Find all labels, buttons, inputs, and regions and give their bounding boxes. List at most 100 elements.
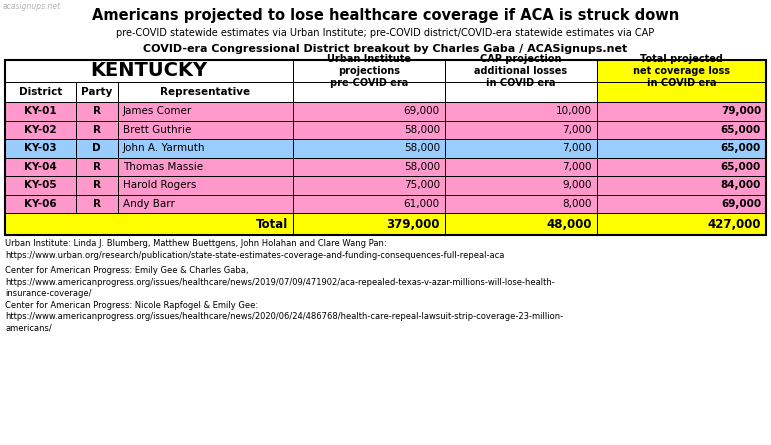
Text: 7,000: 7,000 — [563, 162, 592, 172]
Bar — [445, 176, 597, 194]
Text: Thomas Massie: Thomas Massie — [123, 162, 203, 172]
Text: R: R — [93, 199, 101, 209]
Text: Americans projected to lose healthcare coverage if ACA is struck down: Americans projected to lose healthcare c… — [92, 8, 679, 23]
Bar — [597, 102, 766, 121]
Text: Center for American Progress: Emily Gee & Charles Gaba,: Center for American Progress: Emily Gee … — [5, 266, 248, 275]
Bar — [597, 176, 766, 194]
Bar — [445, 213, 597, 235]
Bar — [118, 139, 293, 158]
Bar — [118, 176, 293, 194]
Bar — [597, 139, 766, 158]
Bar — [293, 82, 445, 102]
Text: 61,000: 61,000 — [404, 199, 440, 209]
Bar — [445, 139, 597, 158]
Text: 65,000: 65,000 — [721, 125, 761, 135]
Text: 58,000: 58,000 — [404, 162, 440, 172]
Text: KENTUCKY: KENTUCKY — [90, 61, 207, 81]
Bar — [76, 82, 118, 102]
Text: Brett Guthrie: Brett Guthrie — [123, 125, 191, 135]
Text: KY-01: KY-01 — [24, 106, 57, 116]
Bar — [5, 60, 766, 235]
Text: 65,000: 65,000 — [721, 162, 761, 172]
Bar — [293, 194, 445, 213]
Bar — [5, 139, 76, 158]
Bar — [445, 102, 597, 121]
Text: 58,000: 58,000 — [404, 143, 440, 153]
Bar — [597, 213, 766, 235]
Bar — [5, 176, 76, 194]
Text: R: R — [93, 125, 101, 135]
Text: Urban Institute
projections
pre-COVID era: Urban Institute projections pre-COVID er… — [327, 54, 411, 88]
Bar — [5, 121, 76, 139]
Bar — [597, 60, 766, 82]
Bar — [76, 158, 118, 176]
Bar — [5, 102, 76, 121]
Text: https://www.americanprogress.org/issues/healthcare/news/2019/07/09/471902/aca-re: https://www.americanprogress.org/issues/… — [5, 278, 555, 287]
Text: pre-COVID statewide estimates via Urban Institute; pre-COVID district/COVID-era : pre-COVID statewide estimates via Urban … — [116, 28, 655, 38]
Bar — [5, 82, 76, 102]
Bar — [5, 213, 293, 235]
Text: 7,000: 7,000 — [563, 143, 592, 153]
Text: 79,000: 79,000 — [721, 106, 761, 116]
Text: 8,000: 8,000 — [563, 199, 592, 209]
Text: https://www.urban.org/research/publication/state-state-estimates-coverage-and-fu: https://www.urban.org/research/publicati… — [5, 251, 504, 259]
Text: Total projected
net coverage loss
in COVID era: Total projected net coverage loss in COV… — [633, 54, 730, 88]
Bar — [5, 158, 76, 176]
Bar — [118, 82, 293, 102]
Bar — [597, 158, 766, 176]
Text: 9,000: 9,000 — [563, 180, 592, 190]
Bar — [445, 158, 597, 176]
Text: KY-05: KY-05 — [24, 180, 57, 190]
Bar — [597, 82, 766, 102]
Text: 69,000: 69,000 — [404, 106, 440, 116]
Bar — [76, 139, 118, 158]
Bar — [597, 121, 766, 139]
Text: Urban Institute: Linda J. Blumberg, Matthew Buettgens, John Holahan and Clare Wa: Urban Institute: Linda J. Blumberg, Matt… — [5, 239, 386, 248]
Text: KY-04: KY-04 — [24, 162, 57, 172]
Text: 84,000: 84,000 — [721, 180, 761, 190]
Bar — [445, 82, 597, 102]
Text: 65,000: 65,000 — [721, 143, 761, 153]
Text: Representative: Representative — [160, 87, 251, 97]
Text: John A. Yarmuth: John A. Yarmuth — [123, 143, 205, 153]
Bar — [293, 121, 445, 139]
Text: KY-02: KY-02 — [24, 125, 57, 135]
Bar — [76, 176, 118, 194]
Text: R: R — [93, 162, 101, 172]
Text: D: D — [93, 143, 101, 153]
Text: 427,000: 427,000 — [708, 218, 761, 231]
Text: James Comer: James Comer — [123, 106, 192, 116]
Text: acasignups.net: acasignups.net — [3, 2, 61, 11]
Text: 75,000: 75,000 — [404, 180, 440, 190]
Bar — [293, 176, 445, 194]
Text: americans/: americans/ — [5, 324, 52, 332]
Bar — [293, 60, 445, 82]
Text: Party: Party — [81, 87, 113, 97]
Bar — [445, 194, 597, 213]
Text: 7,000: 7,000 — [563, 125, 592, 135]
Text: 10,000: 10,000 — [556, 106, 592, 116]
Bar — [118, 121, 293, 139]
Text: 379,000: 379,000 — [386, 218, 440, 231]
Bar — [5, 60, 293, 82]
Bar — [76, 102, 118, 121]
Text: R: R — [93, 180, 101, 190]
Text: Andy Barr: Andy Barr — [123, 199, 174, 209]
Text: District: District — [19, 87, 62, 97]
Text: Total: Total — [255, 218, 288, 231]
Bar — [5, 194, 76, 213]
Bar — [118, 102, 293, 121]
Text: KY-03: KY-03 — [24, 143, 57, 153]
Bar — [445, 121, 597, 139]
Text: 69,000: 69,000 — [721, 199, 761, 209]
Bar — [293, 102, 445, 121]
Text: Center for American Progress: Nicole Rapfogel & Emily Gee:: Center for American Progress: Nicole Rap… — [5, 300, 258, 310]
Text: R: R — [93, 106, 101, 116]
Bar — [293, 139, 445, 158]
Bar — [293, 213, 445, 235]
Bar — [76, 194, 118, 213]
Text: COVID-era Congressional District breakout by Charles Gaba / ACASignups.net: COVID-era Congressional District breakou… — [143, 44, 628, 54]
Text: insurance-coverage/: insurance-coverage/ — [5, 289, 92, 298]
Text: Harold Rogers: Harold Rogers — [123, 180, 196, 190]
Bar — [293, 158, 445, 176]
